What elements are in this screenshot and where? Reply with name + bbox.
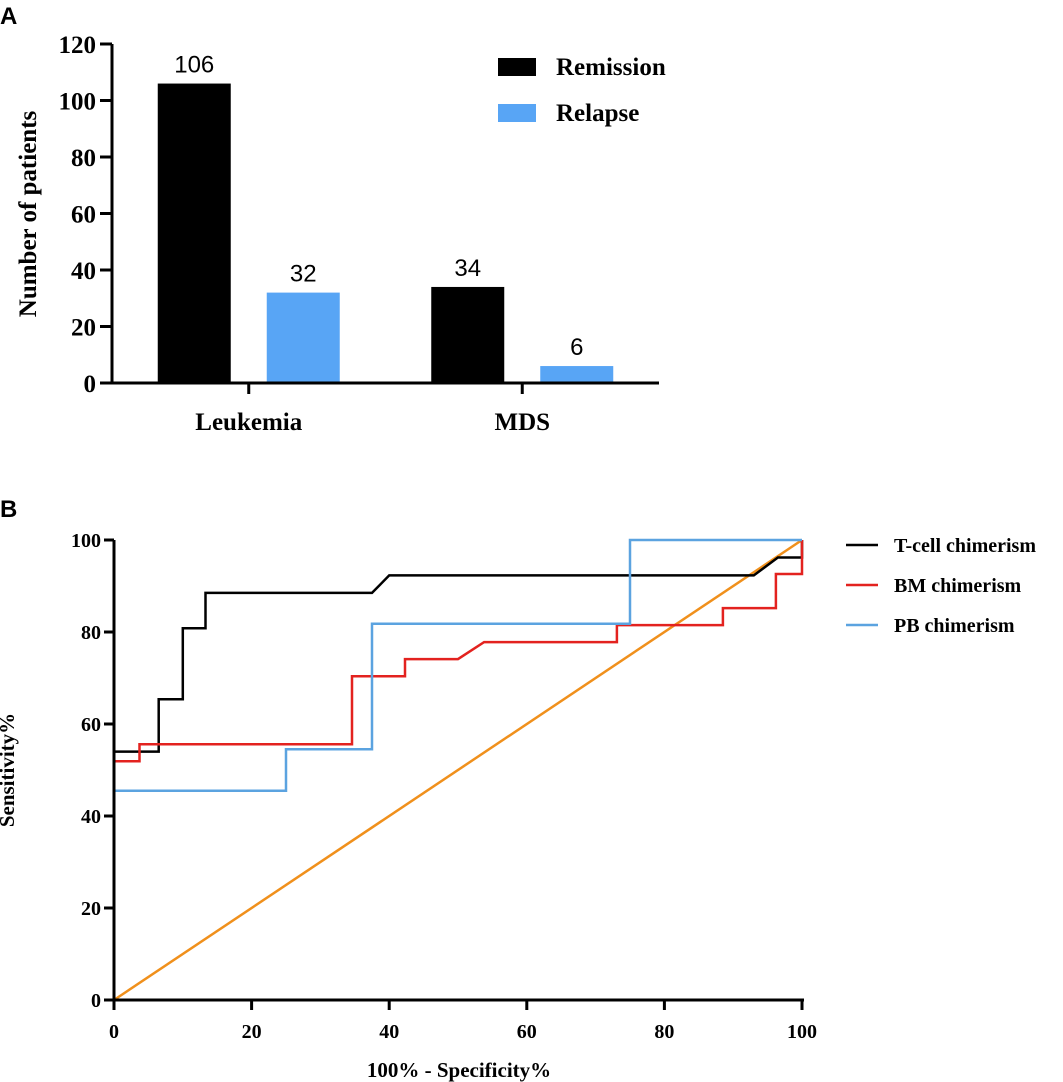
bar-legend-label: Relapse	[556, 100, 639, 127]
bar-legend-swatch	[498, 58, 536, 76]
bar-legend: Remission Relapse	[498, 54, 666, 127]
bar-y-tick-label: 0	[84, 371, 97, 398]
roc-y-ticks: 0 20 40 60 80 100	[71, 530, 114, 1012]
bar-legend-label: Remission	[556, 54, 666, 81]
roc-x-tick-label: 80	[654, 1021, 674, 1043]
t-cell-chimerism-line	[112, 540, 804, 1000]
bar-relapse-mds	[540, 366, 614, 382]
roc-y-axis-label: Sensitivity%	[0, 713, 19, 827]
panel-b-label: B	[0, 496, 17, 523]
bar-y-tick-label: 40	[71, 258, 96, 285]
bar-remission-mds	[431, 286, 505, 382]
bar-remission-leukemia	[157, 83, 231, 382]
roc-x-tick-label: 100	[787, 1021, 817, 1043]
bar-data-label: 34	[454, 255, 481, 282]
bar-y-axis-label: Number of patients	[15, 110, 42, 317]
bar-y-tick-label: 80	[71, 145, 96, 172]
bar-data-label: 106	[174, 52, 214, 79]
bar-x-ticks: Leukemia MDS	[195, 383, 550, 436]
roc-legend: T-cell chimerism BM chimerism PB chimerism	[846, 535, 1036, 637]
roc-x-axis-label: 100% - Specificity%	[367, 1058, 551, 1082]
bar-y-tick-label: 20	[71, 315, 96, 342]
bar-category-label: Leukemia	[195, 409, 302, 436]
roc-y-tick-label: 80	[81, 622, 101, 644]
bar-data-label: 32	[290, 261, 317, 288]
roc-y-tick-label: 60	[81, 714, 101, 736]
roc-y-tick-label: 0	[91, 990, 101, 1012]
roc-x-ticks: 0 20 40 60 80 100	[109, 1000, 817, 1043]
bar-legend-swatch	[498, 104, 536, 122]
bar-y-ticks: 0 20 40 60 80 100 120	[59, 32, 112, 398]
bar-y-tick-label: 60	[71, 202, 96, 229]
panel-a-label: A	[0, 3, 17, 30]
roc-x-tick-label: 40	[379, 1021, 399, 1043]
bar-series	[157, 83, 614, 382]
roc-y-tick-label: 40	[81, 806, 101, 828]
bar-chart: 0 20 40 60 80 100 120 Leukemia MDS 106 32 34 6 Num…	[15, 32, 666, 436]
bar-data-label: 6	[570, 334, 583, 361]
bar-category-label: MDS	[494, 409, 550, 436]
bar-relapse-leukemia	[266, 292, 340, 382]
bar-data-labels: 106 32 34 6	[174, 52, 583, 361]
roc-x-tick-label: 0	[109, 1021, 119, 1043]
pb-chimerism-line	[112, 538, 802, 1000]
bm-chimerism-line	[112, 540, 804, 1000]
roc-x-tick-label: 20	[242, 1021, 262, 1043]
bar-y-tick-label: 120	[59, 32, 97, 59]
reference-diagonal-line	[113, 538, 803, 1002]
roc-x-tick-label: 60	[517, 1021, 537, 1043]
roc-legend-label: T-cell chimerism	[894, 535, 1036, 557]
roc-chart: 0 20 40 60 80 100 0 20 40 60 80 100 100% - Specifi…	[0, 530, 1036, 1082]
roc-legend-label: BM chimerism	[894, 575, 1022, 597]
roc-y-tick-label: 100	[71, 530, 101, 552]
roc-legend-label: PB chimerism	[894, 615, 1015, 637]
roc-lines	[112, 538, 804, 1002]
roc-y-tick-label: 20	[81, 898, 101, 920]
bar-y-tick-label: 100	[59, 89, 97, 116]
